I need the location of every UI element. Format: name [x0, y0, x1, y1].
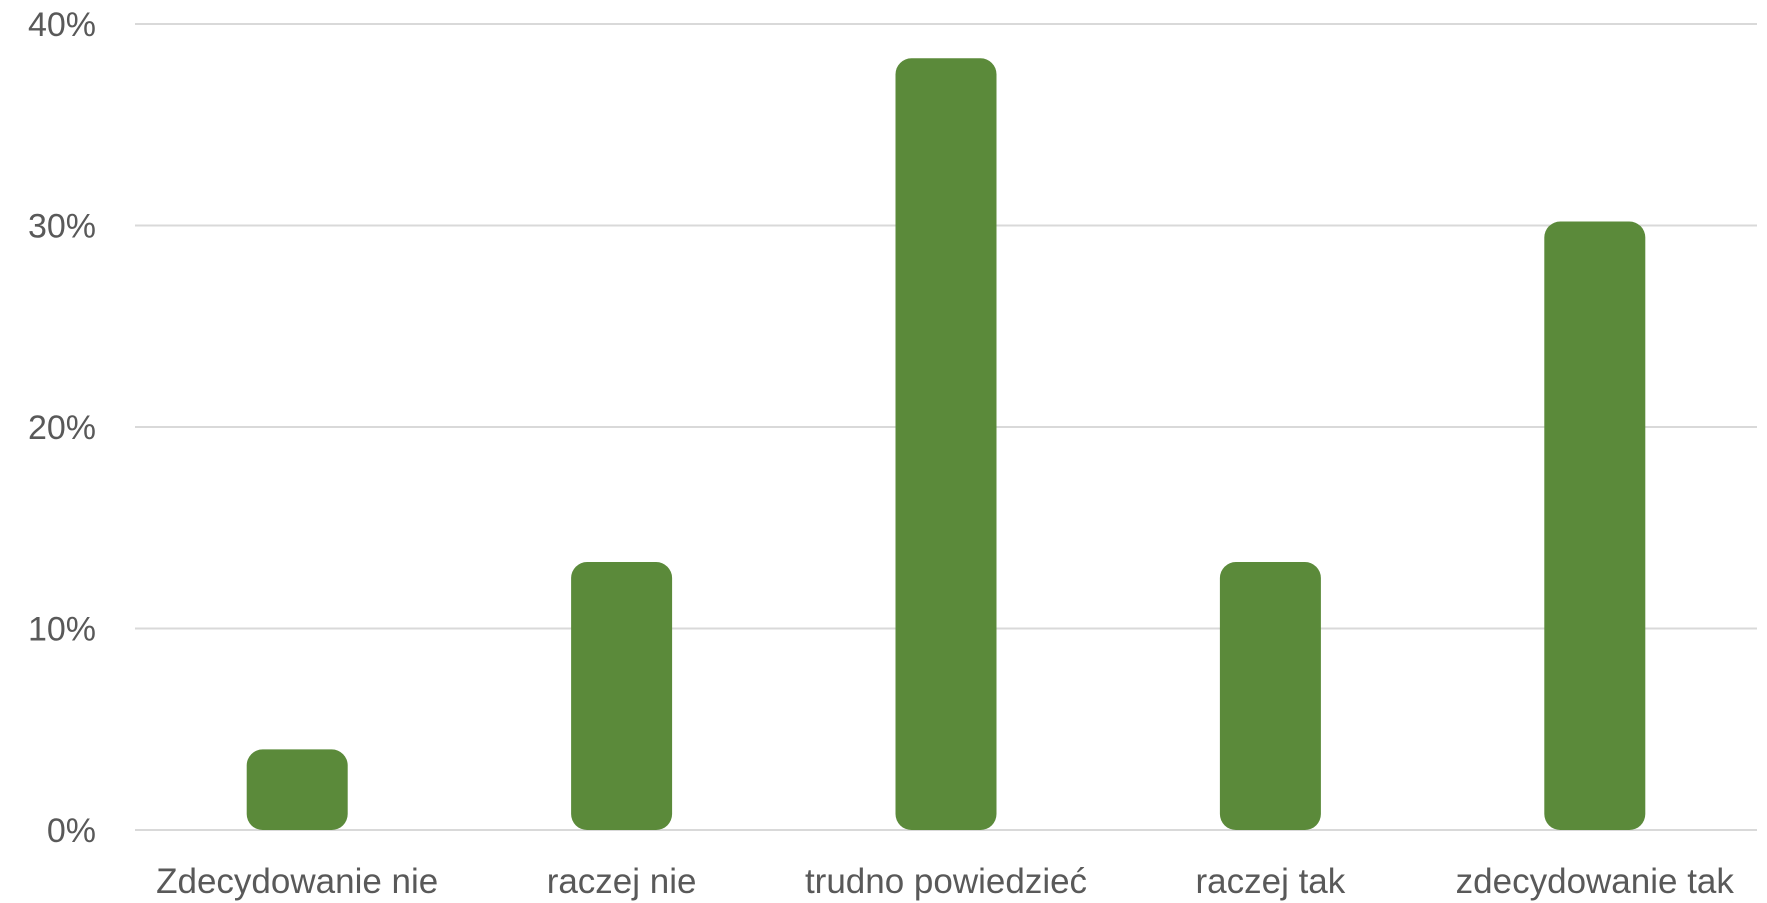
- y-tick-label-3: 30%: [28, 208, 96, 246]
- bar-0: [246, 749, 348, 830]
- y-tick-label-2: 20%: [28, 409, 96, 447]
- bar-4: [1544, 221, 1646, 831]
- bar-2: [895, 58, 997, 830]
- x-tick-label-4: zdecydowanie tak: [1456, 862, 1735, 901]
- bar-1: [571, 562, 673, 830]
- x-tick-label-0: Zdecydowanie nie: [156, 862, 438, 901]
- y-tick-label-1: 10%: [28, 611, 96, 649]
- bars: [246, 58, 1646, 831]
- bar-3: [1219, 562, 1321, 830]
- x-axis-labels: Zdecydowanie nie raczej nie trudno powiedz…: [156, 862, 1734, 901]
- y-axis-ticks: 0% 10% 20% 30% 40%: [28, 6, 96, 850]
- y-tick-label-0: 0%: [47, 812, 96, 850]
- y-tick-label-4: 40%: [28, 6, 96, 44]
- x-tick-label-2: trudno powiedzieć: [805, 862, 1087, 901]
- x-tick-label-3: raczej tak: [1196, 862, 1346, 901]
- x-tick-label-1: raczej nie: [547, 862, 697, 901]
